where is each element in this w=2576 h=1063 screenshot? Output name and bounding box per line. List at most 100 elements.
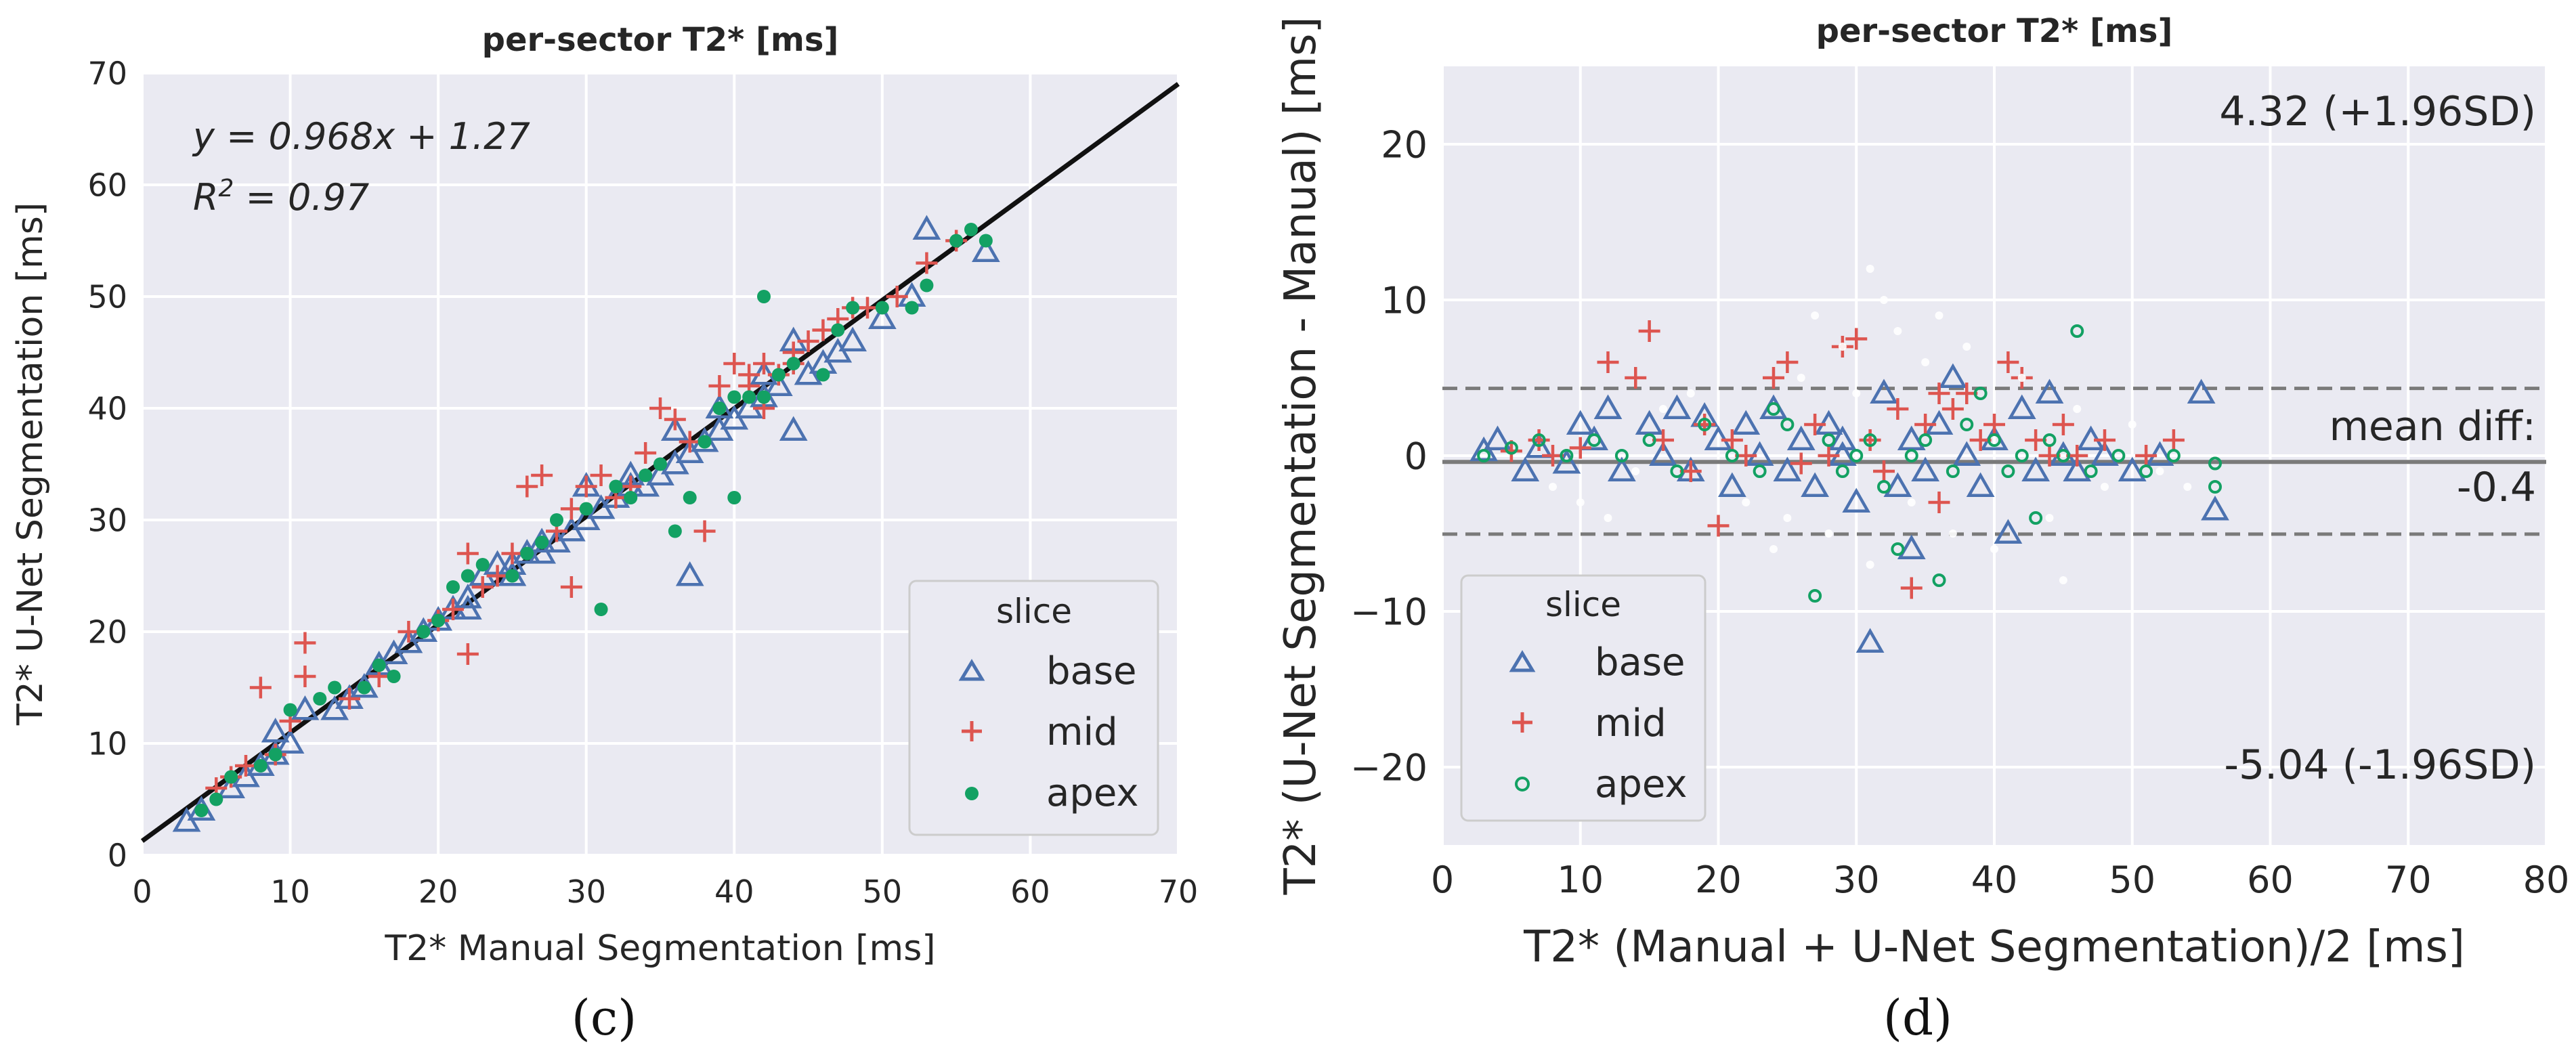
c-point-apex-1 <box>209 792 223 806</box>
d-point-base-44 <box>2187 378 2216 404</box>
d-point-apex-15 <box>1835 464 1849 478</box>
panel-c-legend: slice base mid apex <box>908 580 1159 836</box>
d-ytick-20: 20 <box>1381 123 1427 166</box>
d-point-base-2 <box>1511 456 1540 481</box>
c-point-apex-9 <box>372 658 386 672</box>
d-point-apex-19 <box>1891 542 1905 556</box>
d-point-base-1 <box>1483 425 1512 450</box>
d-point-apex-22 <box>1932 573 1946 587</box>
d-point-base-18 <box>1773 456 1802 481</box>
c-point-apex-33 <box>771 368 786 382</box>
d-point-mid-19 <box>1859 429 1881 451</box>
panel-d-lower-label: -5.04 (-1.96SD) <box>2224 741 2536 789</box>
panel-d-legend-box <box>1460 574 1706 822</box>
d-point-base-10 <box>1649 441 1677 466</box>
d-point-unlabeled-1 <box>1576 498 1585 506</box>
c-point-apex-5 <box>283 703 297 717</box>
panel-c-legend-apex: apex <box>1046 771 1138 815</box>
d-point-unlabeled-25 <box>2073 405 2082 413</box>
c-point-mid-41 <box>916 252 938 274</box>
d-ytick--20: −20 <box>1350 746 1427 789</box>
c-point-base-32 <box>675 561 704 586</box>
c-point-apex-44 <box>727 390 742 404</box>
d-point-mid-10 <box>1707 515 1730 537</box>
d-point-mid-11 <box>1721 429 1743 451</box>
d-ytick-10: 10 <box>1381 279 1427 322</box>
d-point-mid-9 <box>1694 414 1716 435</box>
d-point-unlabeled-24 <box>2059 576 2067 584</box>
c-point-apex-24 <box>639 469 653 482</box>
d-point-apex-13 <box>1808 589 1822 603</box>
c-point-apex-30 <box>727 491 742 504</box>
c-point-apex-35 <box>816 368 830 382</box>
c-point-mid-10 <box>398 621 420 643</box>
c-point-base-47 <box>971 237 1000 262</box>
c-point-apex-27 <box>683 491 697 504</box>
d-point-unlabeled-31 <box>1866 561 1874 569</box>
c-ytick-40: 40 <box>87 391 127 427</box>
d-point-mid-4 <box>1597 351 1619 373</box>
d-point-mid-36 <box>2135 445 2158 467</box>
c-point-apex-39 <box>905 301 919 315</box>
d-xtick-30: 30 <box>1833 859 1880 901</box>
panel-c: 0 10 20 30 40 50 60 70 0 10 20 30 40 50 60 70 per-secto… <box>10 21 1198 1046</box>
c-point-apex-34 <box>786 357 800 370</box>
c-point-mid-43 <box>456 542 479 565</box>
d-point-apex-28 <box>2015 449 2029 462</box>
c-point-apex-31 <box>742 390 756 404</box>
d-point-apex-11 <box>1767 402 1780 416</box>
panel-c-legend-mid: mid <box>1046 710 1118 754</box>
c-point-apex-13 <box>446 580 460 594</box>
d-point-unlabeled-13 <box>1866 265 1874 273</box>
d-point-mid-1 <box>1528 429 1550 451</box>
c-point-mid-2 <box>235 755 257 777</box>
d-point-unlabeled-16 <box>1907 498 1916 506</box>
d-point-apex-24 <box>1960 418 1974 431</box>
c-xtick-10: 10 <box>270 873 310 910</box>
d-point-unlabeled-17 <box>1921 358 1930 366</box>
d-point-base-3 <box>1524 433 1553 458</box>
d-point-mid-33 <box>2052 414 2074 435</box>
d-point-unlabeled-3 <box>1631 467 1640 475</box>
d-point-apex-1 <box>1504 441 1518 455</box>
c-point-apex-43 <box>979 234 993 248</box>
d-point-base-19 <box>1786 425 1816 450</box>
d-point-unlabeled-26 <box>2101 483 2109 491</box>
c-point-mid-15 <box>486 565 509 587</box>
c-xtick-0: 0 <box>132 873 152 910</box>
r2-letter: R <box>193 176 219 219</box>
c-point-mid-36 <box>812 319 834 341</box>
c-point-apex-16 <box>505 569 519 583</box>
c-ytick-10: 10 <box>87 726 127 762</box>
panel-d-ylabel: T2* (U-Net Segmentation - Manual) [ms] <box>1276 17 1326 896</box>
panel-d-legend-mid: mid <box>1595 701 1667 745</box>
legend-mid-marker <box>962 721 982 741</box>
c-point-mid-28 <box>693 520 716 542</box>
d-point-unlabeled-30 <box>1783 514 1792 522</box>
d-point-base-4 <box>1552 448 1581 474</box>
d-point-apex-16 <box>1849 449 1864 462</box>
c-point-apex-11 <box>416 625 431 638</box>
d-point-mid-22 <box>1900 577 1923 599</box>
c-ytick-50: 50 <box>87 279 127 316</box>
d-point-unlabeled-29 <box>2183 483 2192 491</box>
d-point-apex-6 <box>1642 433 1656 447</box>
panel-d-legend: slice base mid apex <box>1460 574 1706 822</box>
d-point-unlabeled-5 <box>1686 389 1695 397</box>
c-ytick-0: 0 <box>108 838 127 874</box>
c-point-apex-38 <box>875 301 889 315</box>
d-point-base-15 <box>1732 410 1761 435</box>
d-xtick-50: 50 <box>2109 859 2155 901</box>
d-xtick-70: 70 <box>2385 859 2432 901</box>
c-point-mid-18 <box>531 464 553 486</box>
d-point-mid-21 <box>1887 398 1909 420</box>
d-point-mid-3 <box>1569 437 1591 459</box>
c-point-apex-8 <box>357 680 371 695</box>
c-point-mid-44 <box>560 498 582 520</box>
c-xtick-60: 60 <box>1010 873 1050 910</box>
c-point-mid-25 <box>649 397 671 419</box>
c-point-mid-17 <box>516 475 538 498</box>
d-point-unlabeled-28 <box>2155 467 2164 475</box>
panel-c-legend-base: base <box>1046 649 1137 693</box>
d-point-apex-30 <box>2042 433 2057 447</box>
